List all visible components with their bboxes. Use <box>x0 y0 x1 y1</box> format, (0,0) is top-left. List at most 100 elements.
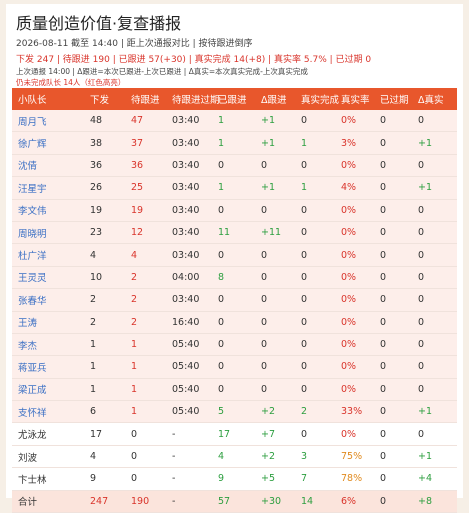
cell: 03:40 <box>166 131 212 155</box>
leader-name: 王涛 <box>12 311 84 334</box>
cell: 0% <box>335 266 374 290</box>
cell: 23 <box>84 221 125 245</box>
column-header: 待跟进 <box>125 88 166 110</box>
leader-name: 周月飞 <box>12 110 84 133</box>
team-row: 支怀祥 6 1 05:40 5 +2 2 33% 0 +1 <box>12 400 457 424</box>
cell: +2 <box>255 400 295 424</box>
cell: 0 <box>255 199 295 222</box>
title: 质量创造价值·复查播报 <box>16 14 182 33</box>
cell: 0 <box>255 243 295 267</box>
header-row: 小队长 下发 待跟进 待跟进过期 已跟进 Δ跟进 真实完成 真实率 已过期 Δ真实 <box>12 88 457 110</box>
cell: 9 <box>212 467 255 491</box>
cell: +8 <box>412 490 457 513</box>
cell: 0% <box>335 422 374 446</box>
leader-name: 汪星宇 <box>12 176 84 200</box>
cell: 19 <box>84 199 125 222</box>
column-header: 真实完成 <box>295 88 339 110</box>
cell: 0 <box>412 378 457 402</box>
cell: 05:40 <box>166 333 212 357</box>
cell: 6 <box>84 400 125 424</box>
total-row: 合计 247 190-57 +30 14 6% 0 +8 <box>12 490 457 513</box>
team-row: 杜广洋 4 4 03:40 0 0 0 0% 0 0 <box>12 243 457 267</box>
cell: 0 <box>295 288 335 312</box>
cell: 0 <box>212 243 255 267</box>
cell: 1 <box>212 176 255 200</box>
cell: 3 <box>295 445 335 469</box>
leader-name: 张春华 <box>12 288 84 312</box>
cell: 0% <box>335 154 374 178</box>
cell: 0 <box>125 422 166 446</box>
cell: 1 <box>212 110 255 133</box>
cell: 0 <box>295 221 335 245</box>
team-row: 蒋亚兵 1 1 05:40 0 0 0 0% 0 0 <box>12 355 457 379</box>
team-row: 王涛 2 2 16:40 0 0 0 0% 0 0 <box>12 311 457 334</box>
cell: 11 <box>212 221 255 245</box>
cell: 03:40 <box>166 176 212 200</box>
cell: 0 <box>412 221 457 245</box>
cell: +11 <box>255 221 295 245</box>
cell: 0 <box>295 422 335 446</box>
cell: 1 <box>125 355 166 379</box>
cell: 0 <box>295 378 335 402</box>
cell: 0 <box>212 355 255 379</box>
cell: +2 <box>255 445 295 469</box>
cell: 1 <box>84 333 125 357</box>
cell: 0% <box>335 110 374 133</box>
cell: 0 <box>212 333 255 357</box>
cell: 0 <box>374 422 412 446</box>
cell: 0 <box>412 243 457 267</box>
cell: 4 <box>212 445 255 469</box>
subtitle: 2026-08-11 截至 14:40 | 距上次通报对比 | 按待跟进倒序 <box>16 39 253 49</box>
cell: - <box>166 445 212 469</box>
column-header: 已跟进 <box>212 88 255 110</box>
cell: 4% <box>335 176 374 200</box>
leader-name: 徐广辉 <box>12 131 84 155</box>
cell: 25 <box>125 176 166 200</box>
cell: 1 <box>125 378 166 402</box>
cell: 04:00 <box>166 266 212 290</box>
cell: 0 <box>374 311 412 334</box>
cell: 0 <box>412 266 457 290</box>
cell: 36 <box>125 154 166 178</box>
cell: 19 <box>125 199 166 222</box>
cell: 0% <box>335 199 374 222</box>
leader-name: 周晓明 <box>12 221 84 245</box>
cell: 0% <box>335 288 374 312</box>
report-table: 小队长 下发 待跟进 待跟进过期 已跟进 Δ跟进 真实完成 真实率 已过期 Δ真实 周月飞 48 47… <box>12 88 457 513</box>
cell: 17 <box>212 422 255 446</box>
cell: 03:40 <box>166 154 212 178</box>
cell: 0 <box>295 199 335 222</box>
cell: 0 <box>255 333 295 357</box>
cell: 0 <box>295 311 335 334</box>
cell: 78% <box>335 467 374 491</box>
cell: 1 <box>212 131 255 155</box>
cell: +30 <box>255 490 295 513</box>
team-row: 尤泳龙 17 0-17 +7 0 0% 0 0 <box>12 422 457 446</box>
cell: +1 <box>255 110 295 133</box>
cell: +4 <box>412 467 457 491</box>
cell: 0 <box>374 378 412 402</box>
cell: 0 <box>255 311 295 334</box>
column-header: 小队长 <box>12 88 84 110</box>
cell: 0 <box>374 221 412 245</box>
cell: - <box>166 490 212 513</box>
column-header: 下发 <box>84 88 125 110</box>
cell: 0% <box>335 311 374 334</box>
cell: 0% <box>335 333 374 357</box>
leader-name: 支怀祥 <box>12 400 84 424</box>
cell: 0 <box>212 311 255 334</box>
cell: 0 <box>255 378 295 402</box>
cell: 1 <box>125 333 166 357</box>
cell: 03:40 <box>166 243 212 267</box>
team-row: 汪星宇 26 25 03:40 1 +1 1 4% 0 +1 <box>12 176 457 200</box>
cell: 03:40 <box>166 199 212 222</box>
leader-name: 杜广洋 <box>12 243 84 267</box>
column-header: Δ跟进 <box>255 88 295 110</box>
leader-name: 尤泳龙 <box>12 422 84 446</box>
cell: +5 <box>255 467 295 491</box>
team-row: 徐广辉 38 37 03:40 1 +1 1 3% 0 +1 <box>12 131 457 155</box>
team-row: 梁正成 1 1 05:40 0 0 0 0% 0 0 <box>12 378 457 402</box>
column-header: 已过期 <box>374 88 412 110</box>
cell: - <box>166 467 212 491</box>
cell: 0 <box>374 266 412 290</box>
